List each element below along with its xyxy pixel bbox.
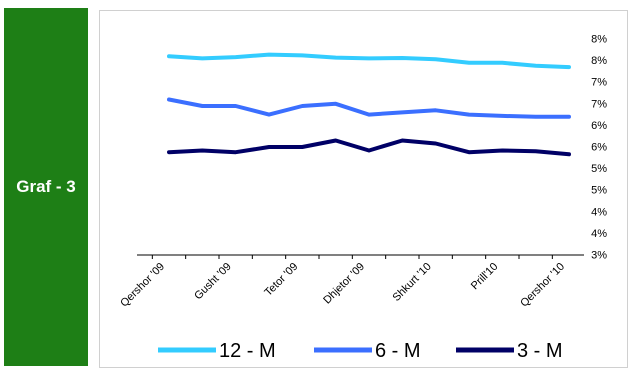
side-panel: Graf - 3	[4, 8, 88, 366]
y-tick-label: 7%	[591, 98, 607, 110]
y-tick-label: 6%	[591, 142, 607, 154]
y-tick-label: 7%	[591, 77, 607, 89]
legend-label: 12 - M	[219, 340, 276, 362]
y-tick-label: 8%	[591, 55, 607, 67]
x-tick-label: Prill'10	[469, 261, 501, 293]
x-tick-label: Dhjetor '09	[321, 261, 367, 307]
legend-label: 3 - M	[517, 340, 563, 362]
series-line-3	[167, 138, 571, 157]
x-tick-label: Qershor '09	[118, 261, 167, 310]
y-tick-label: 5%	[591, 185, 607, 197]
y-tick-label: 4%	[591, 206, 607, 218]
chart-frame: 3% 4% 4% 5% 5% 6% 6% 7% 7% 8% 8% Qershor '09 Gusht '…	[99, 10, 628, 368]
y-tick-label: 8%	[591, 34, 607, 46]
line-chart: 3% 4% 4% 5% 5% 6% 6% 7% 7% 8% 8% Qershor '09 Gusht '…	[118, 34, 607, 363]
y-tick-label: 4%	[591, 228, 607, 240]
chart-number-label: Graf - 3	[16, 177, 76, 196]
x-tick-label: Shkurt '10	[391, 261, 434, 304]
y-tick-label: 5%	[591, 163, 607, 175]
y-tick-label: 3%	[591, 250, 607, 262]
series-line-1	[167, 52, 571, 70]
x-tick-label: Tetor '09	[262, 261, 300, 299]
legend-label: 6 - M	[375, 340, 421, 362]
series-line-2	[167, 97, 571, 119]
x-tick-label: Gusht '09	[192, 261, 234, 303]
x-tick-label: Qershor '10	[518, 261, 567, 310]
y-tick-label: 6%	[591, 120, 607, 132]
